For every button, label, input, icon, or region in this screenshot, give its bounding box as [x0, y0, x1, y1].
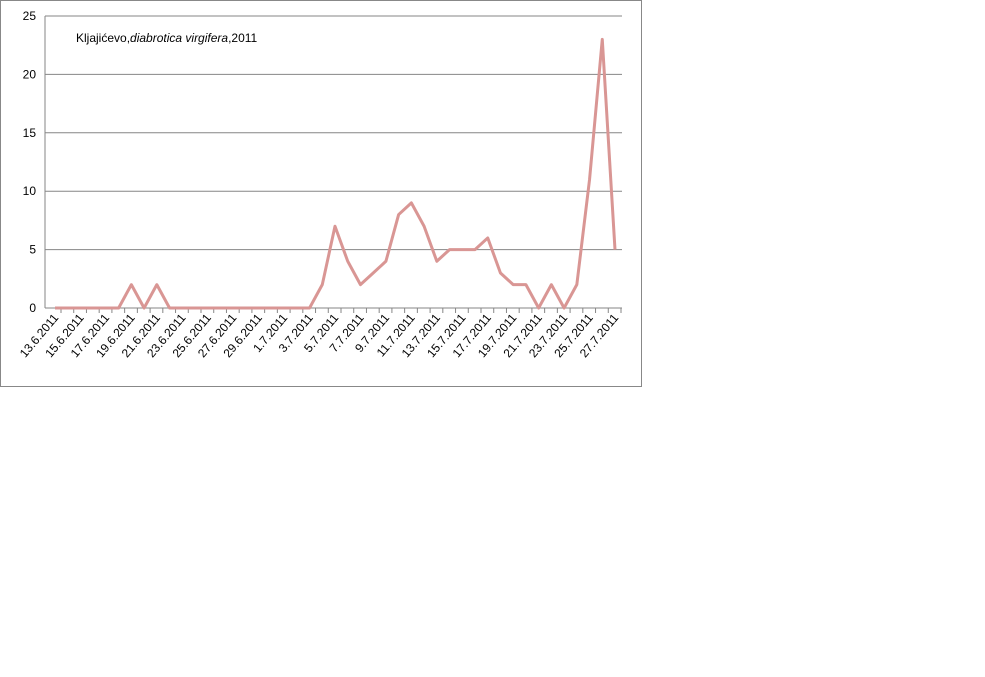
data-line: [55, 37, 617, 310]
title-part: ,2011: [228, 31, 257, 45]
chart-frame: [0, 0, 642, 387]
y-tick-label: 15: [23, 126, 37, 140]
y-tick-label: 5: [29, 243, 36, 257]
y-tick-label: 20: [23, 67, 37, 81]
y-tick-label: 10: [23, 184, 37, 198]
y-tick-label: 0: [29, 301, 36, 315]
y-tick-label: 25: [23, 9, 37, 23]
title-part: diabrotica virgifera: [130, 31, 228, 45]
chart-title: Kljajićevo,diabrotica virgifera,2011: [76, 31, 258, 45]
title-part: Kljajićevo,: [76, 31, 130, 45]
